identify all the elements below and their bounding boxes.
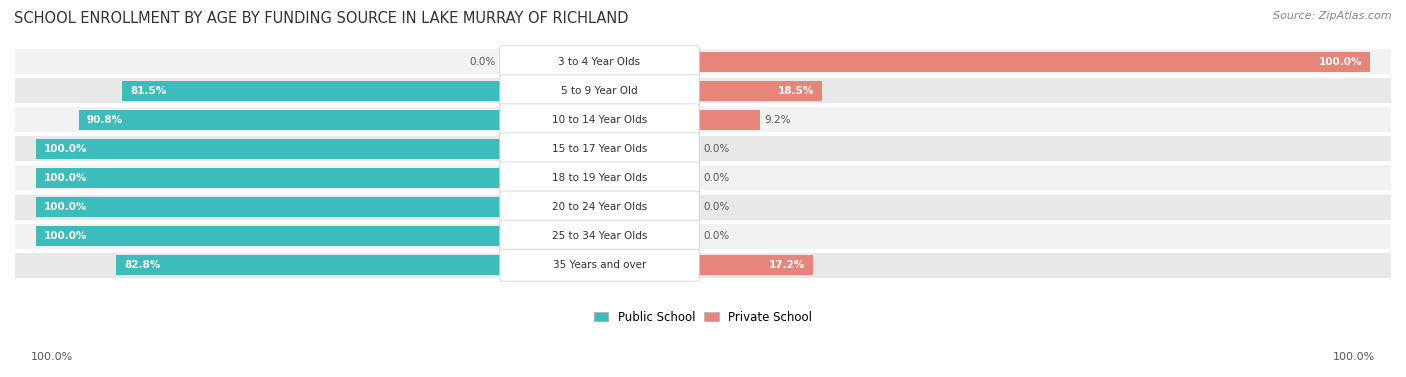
FancyBboxPatch shape	[15, 253, 1391, 277]
Text: 0.0%: 0.0%	[703, 231, 730, 241]
Text: 25 to 34 Year Olds: 25 to 34 Year Olds	[551, 231, 647, 241]
Text: 0.0%: 0.0%	[703, 173, 730, 183]
Text: 100.0%: 100.0%	[44, 231, 87, 241]
Text: 100.0%: 100.0%	[44, 173, 87, 183]
FancyBboxPatch shape	[697, 52, 1371, 72]
FancyBboxPatch shape	[35, 168, 502, 188]
Text: 100.0%: 100.0%	[44, 202, 87, 212]
FancyBboxPatch shape	[697, 110, 759, 130]
FancyBboxPatch shape	[115, 255, 502, 275]
Text: 100.0%: 100.0%	[1333, 352, 1375, 362]
Text: 100.0%: 100.0%	[1319, 57, 1362, 67]
Text: 82.8%: 82.8%	[124, 260, 160, 270]
FancyBboxPatch shape	[15, 195, 1391, 219]
Text: 35 Years and over: 35 Years and over	[553, 260, 647, 270]
FancyBboxPatch shape	[79, 110, 502, 130]
Text: 0.0%: 0.0%	[470, 57, 496, 67]
Text: 18.5%: 18.5%	[778, 86, 814, 96]
Text: 15 to 17 Year Olds: 15 to 17 Year Olds	[551, 144, 647, 154]
FancyBboxPatch shape	[697, 255, 814, 275]
Text: 18 to 19 Year Olds: 18 to 19 Year Olds	[551, 173, 647, 183]
Text: 100.0%: 100.0%	[31, 352, 73, 362]
Legend: Public School, Private School: Public School, Private School	[593, 311, 813, 323]
FancyBboxPatch shape	[35, 139, 502, 159]
Text: 100.0%: 100.0%	[44, 144, 87, 154]
Text: 17.2%: 17.2%	[769, 260, 806, 270]
FancyBboxPatch shape	[499, 75, 699, 107]
Text: 90.8%: 90.8%	[87, 115, 122, 125]
FancyBboxPatch shape	[499, 249, 699, 281]
FancyBboxPatch shape	[15, 78, 1391, 103]
Text: 0.0%: 0.0%	[703, 144, 730, 154]
Text: 0.0%: 0.0%	[703, 202, 730, 212]
FancyBboxPatch shape	[499, 133, 699, 165]
Text: 10 to 14 Year Olds: 10 to 14 Year Olds	[553, 115, 647, 125]
Text: 81.5%: 81.5%	[131, 86, 166, 96]
FancyBboxPatch shape	[697, 81, 823, 101]
Text: 3 to 4 Year Olds: 3 to 4 Year Olds	[558, 57, 641, 67]
Text: 5 to 9 Year Old: 5 to 9 Year Old	[561, 86, 638, 96]
FancyBboxPatch shape	[15, 107, 1391, 132]
FancyBboxPatch shape	[35, 197, 502, 217]
FancyBboxPatch shape	[15, 49, 1391, 74]
FancyBboxPatch shape	[499, 220, 699, 252]
FancyBboxPatch shape	[15, 136, 1391, 161]
FancyBboxPatch shape	[499, 162, 699, 194]
FancyBboxPatch shape	[35, 226, 502, 246]
FancyBboxPatch shape	[15, 166, 1391, 190]
FancyBboxPatch shape	[15, 224, 1391, 248]
FancyBboxPatch shape	[499, 104, 699, 136]
FancyBboxPatch shape	[499, 191, 699, 223]
FancyBboxPatch shape	[499, 46, 699, 78]
Text: 20 to 24 Year Olds: 20 to 24 Year Olds	[553, 202, 647, 212]
Text: 9.2%: 9.2%	[765, 115, 792, 125]
Text: SCHOOL ENROLLMENT BY AGE BY FUNDING SOURCE IN LAKE MURRAY OF RICHLAND: SCHOOL ENROLLMENT BY AGE BY FUNDING SOUR…	[14, 11, 628, 26]
Text: Source: ZipAtlas.com: Source: ZipAtlas.com	[1274, 11, 1392, 21]
FancyBboxPatch shape	[122, 81, 502, 101]
